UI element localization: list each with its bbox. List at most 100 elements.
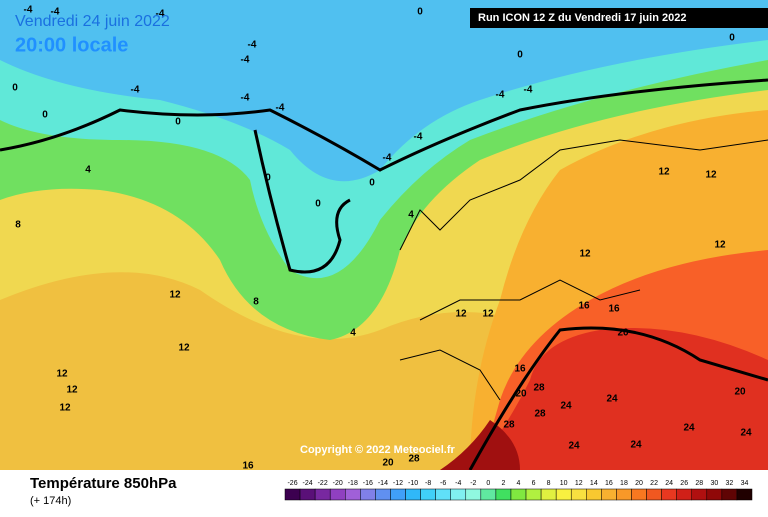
contour-label: -4: [276, 103, 285, 114]
contour-label: 0: [315, 199, 321, 210]
colorbar-label: 34: [741, 480, 749, 487]
colorbar-label: 24: [665, 480, 673, 487]
contour-label: 12: [579, 249, 591, 260]
colorbar-label: 32: [726, 480, 734, 487]
contour-label: 4: [350, 328, 356, 339]
contour-label: 12: [455, 309, 467, 320]
copyright: Copyright © 2022 Meteociel.fr: [300, 444, 456, 456]
contour-label: 0: [12, 83, 18, 94]
colorbar-swatch: [435, 488, 451, 501]
colorbar-label: 22: [650, 480, 658, 487]
colorbar-label: 12: [575, 480, 583, 487]
colorbar-label: -8: [425, 480, 431, 487]
contour-label: 0: [729, 33, 735, 44]
contour-label: 20: [617, 328, 629, 339]
contour-label: 24: [568, 441, 580, 452]
contour-label: -4: [241, 93, 250, 104]
colorbar-swatch: [586, 488, 602, 501]
contour-label: 0: [175, 117, 181, 128]
colorbar-label: -6: [440, 480, 446, 487]
colorbar-swatch: [480, 488, 497, 501]
colorbar-label: 4: [517, 480, 521, 487]
colorbar-swatch: [706, 488, 723, 501]
contour-label: 0: [417, 7, 423, 18]
colorbar-label: -24: [303, 480, 313, 487]
contour-label: 12: [714, 240, 726, 251]
contour-label: 0: [369, 178, 375, 189]
contour-label: 16: [514, 364, 526, 375]
contour-label: 12: [66, 385, 78, 396]
colorbar-swatch: [390, 488, 406, 501]
contour-label: 12: [658, 167, 670, 178]
contour-label: -4: [156, 9, 165, 20]
colorbar-label: -18: [348, 480, 358, 487]
contour-label: 24: [740, 428, 752, 439]
contour-label: 12: [178, 343, 190, 354]
footer-subtitle: (+ 174h): [30, 495, 71, 507]
contour-label: 16: [578, 301, 590, 312]
colorbar-label: 30: [710, 480, 718, 487]
colorbar-swatch: [676, 488, 692, 501]
colorbar-swatch: [450, 488, 467, 501]
contour-label: 0: [265, 173, 271, 184]
contour-label: 0: [42, 110, 48, 121]
contour-label: 28: [503, 420, 515, 431]
colorbar-swatch: [631, 488, 647, 501]
colorbar-label: 2: [501, 480, 505, 487]
colorbar-label: 6: [532, 480, 536, 487]
contour-label: 8: [15, 220, 21, 231]
colorbar-label: 14: [590, 480, 598, 487]
contour-label: 28: [408, 454, 420, 465]
colorbar-label: 18: [620, 480, 628, 487]
colorbar-swatch: [360, 488, 376, 501]
colorbar-swatch: [555, 488, 572, 501]
run: Run ICON 12 Z du Vendredi 17 juin 2022: [478, 12, 686, 24]
contour-label: 16: [608, 304, 620, 315]
footer-title: Température 850hPa: [30, 475, 177, 492]
contour-label: 12: [59, 403, 71, 414]
colorbar-label: -20: [333, 480, 343, 487]
colorbar-label: 26: [680, 480, 688, 487]
colorbar-label: -22: [318, 480, 328, 487]
run-box: [470, 8, 768, 28]
hottest-zone: [440, 420, 520, 470]
contour-label: -4: [524, 85, 533, 96]
borders: [399, 139, 768, 401]
colorbar-label: -26: [287, 480, 297, 487]
contour-label: -4: [24, 5, 33, 16]
colorbar-label: -2: [470, 480, 476, 487]
contour-label: 28: [533, 383, 545, 394]
colorbar-swatch: [420, 488, 436, 501]
colorbar-label: -10: [408, 480, 418, 487]
contour-label: 28: [534, 409, 546, 420]
colorbar-swatch: [495, 488, 512, 501]
colorbar-swatch: [405, 488, 421, 501]
colorbar-swatch: [345, 488, 361, 501]
contour-label: 4: [408, 210, 414, 221]
contour-label: -4: [414, 132, 423, 143]
zero-line: [253, 129, 351, 274]
contour-label: 12: [482, 309, 494, 320]
colorbar-swatch: [646, 488, 662, 501]
colorbar-swatch: [570, 488, 587, 501]
colorbar-swatch: [525, 488, 542, 501]
colorbar-label: 0: [486, 480, 490, 487]
contour-label: 12: [56, 369, 68, 380]
contour-label: 20: [515, 389, 527, 400]
contour-label: -4: [496, 90, 505, 101]
contour-label: 24: [683, 423, 695, 434]
colorbar-swatch: [736, 488, 753, 501]
blue-zone: [0, 0, 768, 182]
colorbar-label: -14: [378, 480, 388, 487]
colorbar-label: 16: [605, 480, 613, 487]
contour-label: 0: [517, 50, 523, 61]
colorbar-swatch: [465, 488, 482, 501]
colorbar-swatch: [661, 488, 677, 501]
colorbar-swatch: [375, 488, 391, 501]
contour-label: 24: [560, 401, 572, 412]
colorbar-swatch: [540, 488, 557, 501]
contour-label: 16: [242, 461, 254, 472]
colorbar-swatch: [510, 488, 527, 501]
